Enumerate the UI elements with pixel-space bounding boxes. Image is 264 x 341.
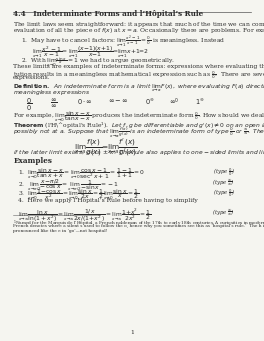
Text: (type $\frac{0}{0}$): (type $\frac{0}{0}$) [213,188,235,199]
Text: expressions.: expressions. [13,75,51,80]
Text: $\lim_{x\to a}\dfrac{f(x)}{g(x)} = \lim_{x\to a}\dfrac{f'(x)}{g'(x)}$: $\lim_{x\to a}\dfrac{f(x)}{g(x)} = \lim_… [74,137,137,158]
Text: (type $\frac{\infty}{\infty}$): (type $\frac{\infty}{\infty}$) [212,207,235,217]
Text: 4.  Here we apply l’Hôpital’s Rule before having to simplify: 4. Here we apply l’Hôpital’s Rule before… [18,197,198,203]
Text: 4.4   Indeterminate Forms and l’Hôpital’s Rule: 4.4 Indeterminate Forms and l’Hôpital’s … [13,10,204,18]
Text: These limits are examples of indeterminate forms: expressions where evaluating t: These limits are examples of indetermina… [13,64,264,69]
Text: 1.  $\lim_{x\to 0}\dfrac{\sin x-x}{\tan x+x} = \lim_{x\to 0}\dfrac{\cos x-1}{\se: 1. $\lim_{x\to 0}\dfrac{\sin x-x}{\tan x… [18,166,145,181]
Text: 3.  $\lim_{x\to 0}\dfrac{1-\cos x}{x^2} = \lim_{x\to 0}\dfrac{\sin x}{2x} = \dfr: 3. $\lim_{x\to 0}\dfrac{1-\cos x}{x^2} =… [18,188,140,202]
Text: $\dfrac{0}{0}$: $\dfrac{0}{0}$ [26,97,33,113]
Text: evaluation of all the piece of $f(x)$ at $x=a$. Occasionally there are problems.: evaluation of all the piece of $f(x)$ at… [13,26,264,35]
Text: 2.  $\lim_{x\to\pi/2}\dfrac{x-\pi/2}{-\cos x} = \lim_{x\to\pi/2}\dfrac{1}{-\sin : 2. $\lim_{x\to\pi/2}\dfrac{x-\pi/2}{-\co… [18,177,120,192]
Text: 2.  With $\lim_{x\to 0}\frac{\sin x}{x} = 1$ we had to argue geometrically.: 2. With $\lim_{x\to 0}\frac{\sin x}{x} =… [21,55,175,69]
Text: (type $\frac{\infty}{\infty}$): (type $\frac{\infty}{\infty}$) [212,177,235,187]
Text: $\it{possibly\ not\ at\ }$$a$$\it{.\ Suppose\ that\ }$$\lim_{x\to a}\frac{f(x)}{: $\it{possibly\ not\ at\ }$$a$$\it{.\ Sup… [13,126,264,140]
Text: Examples: Examples [13,157,52,165]
Text: $0\cdot\infty$: $0\cdot\infty$ [77,97,92,106]
Text: $\mathbf{Definition.}$  $\it{An\ indeterminate\ form\ is\ a\ limit}$ $\lim_{x\to: $\mathbf{Definition.}$ $\it{An\ indeterm… [13,82,264,94]
Text: $\it{if\ the\ latter\ limit\ exists,\ or\ is\ }\pm\infty$$\it{.\ The\ rule\ also: $\it{if\ the\ latter\ limit\ exists,\ or… [13,148,264,157]
Text: $1^\infty$: $1^\infty$ [195,97,205,107]
Text: $\infty^0$: $\infty^0$ [169,97,179,106]
Text: $0^\infty$: $0^\infty$ [145,97,155,107]
Text: pronounced like the e in ‘go’—not hospital!: pronounced like the e in ‘go’—not hospit… [13,229,107,233]
Text: $\lim_{x\to 1}\dfrac{x^2-1}{x-1} = \lim_{x\to 1}\dfrac{(x-1)(x+1)}{x-1} = \lim_{: $\lim_{x\to 1}\dfrac{x^2-1}{x-1} = \lim_… [32,44,149,60]
Text: 1.  May have to cancel factors: $\lim_{x\to 1}\frac{x^2-1}{x-1} = \frac{0}{0}$ i: 1. May have to cancel factors: $\lim_{x\… [21,33,225,49]
Text: (type $\frac{0}{0}$): (type $\frac{0}{0}$) [213,166,235,178]
Text: $\it{meaningless\ expressions}$: $\it{meaningless\ expressions}$ [13,88,91,97]
Text: $\dfrac{\infty}{\infty}$: $\dfrac{\infty}{\infty}$ [50,97,58,109]
Text: tution results in a meaningless mathematical expression such as $\frac{0}{0}$.  : tution results in a meaningless mathemat… [13,69,264,81]
Text: $^1$Named for the Marquis de l’Hôpital, a French nobleman of the 17th to early 1: $^1$Named for the Marquis de l’Hôpital, … [13,219,264,229]
Text: $\mathbf{Theorem}$ (l'H\^opital's Rule$^1$).  $\it{Let\ }$$f,g$$\it{\ be\ differ: $\mathbf{Theorem}$ (l'H\^opital's Rule$^… [13,120,264,131]
Text: $\infty-\infty$: $\infty-\infty$ [108,97,129,105]
Text: French denotes where a silent s used to follow the o, hence why you sometimes se: French denotes where a silent s used to … [13,224,264,228]
Text: $\lim_{x\to\infty}\dfrac{\ln x}{\ln(1+x^2)} = \lim_{x\to\infty}\dfrac{1/x}{2x/(1: $\lim_{x\to\infty}\dfrac{\ln x}{\ln(1+x^… [18,207,152,224]
Text: 1: 1 [130,330,134,335]
Text: The limit laws seem straightforward: it appears that much of the time we can com: The limit laws seem straightforward: it … [13,20,264,32]
Text: For example, $\lim_{x\to 0}\dfrac{\sin x-x}{\tan x-x}$ produces the indeterminat: For example, $\lim_{x\to 0}\dfrac{\sin x… [13,109,264,124]
